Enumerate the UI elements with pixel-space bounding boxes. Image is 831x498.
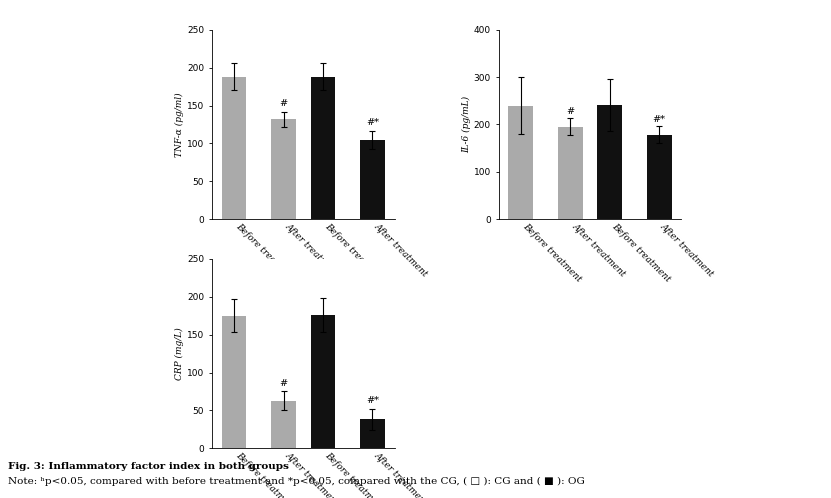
Bar — [597, 105, 622, 219]
Text: Note: ʰp<0.05, compared with before treatment and *p<0.05, compared with the CG,: Note: ʰp<0.05, compared with before trea… — [8, 477, 585, 486]
Y-axis label: IL-6 (pg/mL): IL-6 (pg/mL) — [462, 96, 471, 153]
Text: #*: #* — [366, 118, 379, 127]
Y-axis label: CRP (mg/L): CRP (mg/L) — [175, 327, 184, 380]
Text: #: # — [279, 378, 288, 387]
Bar — [271, 119, 296, 219]
Bar — [360, 419, 385, 448]
Y-axis label: TNF-α (pg/ml): TNF-α (pg/ml) — [175, 92, 184, 157]
Bar — [311, 315, 336, 448]
Text: #*: #* — [652, 115, 666, 124]
Bar — [647, 135, 671, 219]
Bar — [558, 127, 583, 219]
Text: #: # — [566, 107, 574, 116]
Bar — [509, 106, 534, 219]
Text: #: # — [279, 99, 288, 108]
Bar — [222, 316, 247, 448]
Bar — [360, 139, 385, 219]
Bar — [311, 77, 336, 219]
Text: #*: #* — [366, 396, 379, 405]
Bar — [222, 77, 247, 219]
Text: Fig. 3: Inflammatory factor index in both groups: Fig. 3: Inflammatory factor index in bot… — [8, 462, 289, 471]
Bar — [271, 400, 296, 448]
